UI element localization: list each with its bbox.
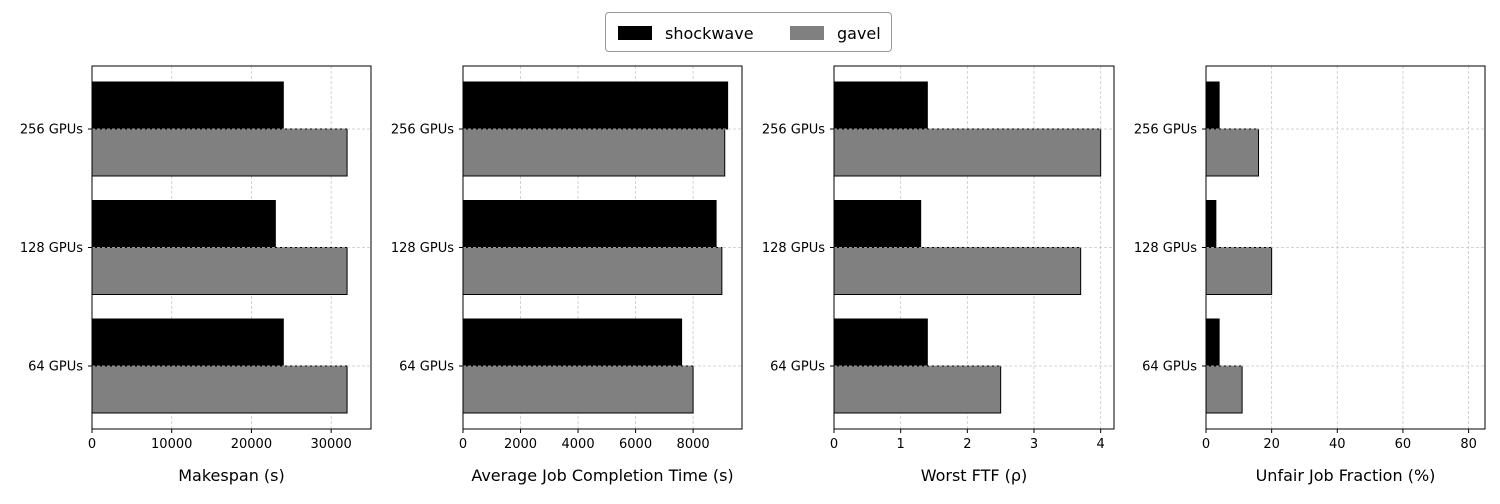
legend-item-shockwave: shockwave <box>618 13 754 53</box>
panel-1-bar-gavel <box>91 365 348 414</box>
legend-swatch-gavel <box>790 26 824 40</box>
panel-2-xtick-label: 6000 <box>619 437 652 452</box>
panel-2-xtick-label: 2000 <box>504 437 537 452</box>
legend-label-shockwave: shockwave <box>665 23 754 43</box>
panel-2-bar-gavel <box>462 247 723 295</box>
legend-swatch-shockwave <box>618 26 652 40</box>
panel-4-bar-shockwave <box>1205 318 1220 367</box>
panel-3-bar-shockwave <box>833 200 922 248</box>
panel-1-bar-shockwave <box>91 200 276 248</box>
panel-3-bar-gavel <box>833 128 1102 177</box>
panel-3-xtick-label: 2 <box>963 437 971 452</box>
panel-1-xtick-label: 0 <box>88 437 96 452</box>
panel-2-xtick-label: 8000 <box>677 437 710 452</box>
panel-2-bar-gavel <box>462 365 694 414</box>
panel-1-xtick-label: 30000 <box>310 437 351 452</box>
panel-4-bar-gavel <box>1205 128 1260 177</box>
panel-2-xlabel: Average Job Completion Time (s) <box>471 466 733 485</box>
panel-3-bar-gavel <box>833 365 1002 414</box>
panel-3-xtick-label: 1 <box>897 437 905 452</box>
panel-1-bar-gavel <box>91 247 348 295</box>
panel-2-bar-shockwave <box>462 200 717 248</box>
panel-3-bar-gavel <box>833 247 1082 295</box>
panel-3-xtick-label: 3 <box>1030 437 1038 452</box>
panel-4-xtick-label: 20 <box>1263 437 1280 452</box>
panel-3-xtick-label: 0 <box>830 437 838 452</box>
panel-3-xlabel: Worst FTF (ρ) <box>921 466 1028 485</box>
panel-1-ytick-label: 128 GPUs <box>20 241 83 256</box>
panel-1-ytick-label: 64 GPUs <box>28 360 83 375</box>
panel-3-xtick-label: 4 <box>1097 437 1105 452</box>
panel-3-ytick-label: 64 GPUs <box>770 360 825 375</box>
panel-4-ytick-label: 256 GPUs <box>1134 123 1197 138</box>
panel-2-xtick-label: 4000 <box>562 437 595 452</box>
panel-4-xtick-label: 0 <box>1202 437 1210 452</box>
panel-4-xtick-label: 40 <box>1329 437 1346 452</box>
panel-4-xtick-label: 60 <box>1395 437 1412 452</box>
panel-1-ytick-label: 256 GPUs <box>20 123 83 138</box>
panel-1-xlabel: Makespan (s) <box>178 466 285 485</box>
panel-4-bar-gavel <box>1205 247 1273 295</box>
panel-2-ytick-label: 64 GPUs <box>399 360 454 375</box>
panel-4-ytick-label: 64 GPUs <box>1142 360 1197 375</box>
panel-2-xtick-label: 0 <box>459 437 467 452</box>
legend-label-gavel: gavel <box>837 23 881 43</box>
panel-2-bar-gavel <box>462 128 726 177</box>
panel-4-bar-shockwave <box>1205 81 1220 130</box>
panel-4-bar-gavel <box>1205 365 1243 414</box>
panel-4-ytick-label: 128 GPUs <box>1134 241 1197 256</box>
panel-2-bar-shockwave <box>462 318 683 367</box>
panel-3-bar-shockwave <box>833 318 928 367</box>
panel-1-bar-shockwave <box>91 318 284 367</box>
panel-2-ytick-label: 128 GPUs <box>391 241 454 256</box>
panel-4-bar-shockwave <box>1205 200 1217 248</box>
panel-4-xlabel: Unfair Job Fraction (%) <box>1256 466 1436 485</box>
panel-4-xtick-label: 80 <box>1460 437 1477 452</box>
legend: shockwave gavel <box>605 12 892 52</box>
panel-3-ytick-label: 128 GPUs <box>762 241 825 256</box>
legend-item-gavel: gavel <box>790 13 881 53</box>
panel-1-xtick-label: 20000 <box>231 437 272 452</box>
panel-3-ytick-label: 256 GPUs <box>762 123 825 138</box>
panel-3-bar-shockwave <box>833 81 928 130</box>
panel-1-bar-gavel <box>91 128 348 177</box>
panel-2-ytick-label: 256 GPUs <box>391 123 454 138</box>
panel-2-bar-shockwave <box>462 81 729 130</box>
panel-1-xtick-label: 10000 <box>151 437 192 452</box>
panel-1-bar-shockwave <box>91 81 284 130</box>
